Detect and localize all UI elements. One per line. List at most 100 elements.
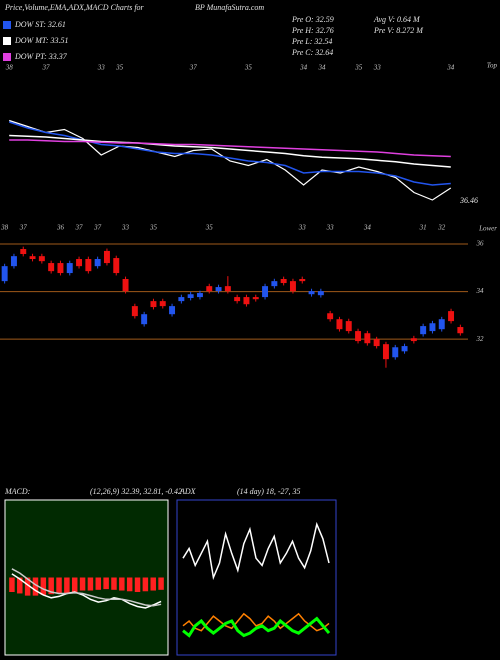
candle-body <box>410 338 417 342</box>
bar <box>64 577 70 594</box>
line <box>9 139 451 158</box>
bar <box>150 577 156 591</box>
bar <box>95 577 102 590</box>
candle-body <box>392 347 399 358</box>
stat: Pre L: 32.54 <box>291 37 332 46</box>
candle-body <box>76 259 83 267</box>
candle-body <box>457 327 464 334</box>
bar <box>71 577 78 592</box>
x-tick-label: 35 <box>149 224 158 232</box>
legend-swatch <box>3 53 11 61</box>
line <box>182 612 330 632</box>
candle-body <box>429 323 436 332</box>
bar <box>134 577 141 592</box>
bar <box>17 577 23 594</box>
corner-label: Lower <box>478 225 497 233</box>
candle-body <box>187 294 194 299</box>
annotation: 36.46 <box>459 196 478 205</box>
candle-body <box>355 331 362 342</box>
macd-title: (12,26,9) 32.39, 32.81, -0.42 <box>90 487 182 496</box>
x-tick-label: 33 <box>121 224 130 232</box>
chart-title: Price,Volume,EMA,ADX,MACD Charts for <box>4 3 145 12</box>
bar <box>32 577 39 596</box>
legend-label: DOW MT: 33.51 <box>14 36 69 45</box>
candle-body <box>85 259 92 272</box>
bar <box>79 577 86 591</box>
line <box>8 121 451 186</box>
candle-body <box>103 250 110 264</box>
candle-body <box>308 291 315 295</box>
bar <box>158 577 164 590</box>
legend-label: DOW PT: 33.37 <box>14 52 68 61</box>
candle-body <box>364 333 371 344</box>
x-tick-label: 37 <box>189 64 198 72</box>
bar <box>48 577 54 595</box>
bar <box>87 577 94 591</box>
candle-body <box>94 259 101 267</box>
candle-body <box>38 256 45 262</box>
candle-body <box>345 321 352 332</box>
bar <box>111 577 117 590</box>
candle-body <box>122 278 129 292</box>
candle-body <box>420 326 427 335</box>
x-tick-label: 37 <box>75 224 84 232</box>
macd-label: MACD: <box>4 487 31 496</box>
candle-body <box>373 339 380 347</box>
x-tick-label: 36 <box>56 224 65 232</box>
bar <box>40 577 47 595</box>
y-tick-label: 36 <box>476 240 485 248</box>
candle-body <box>10 256 17 267</box>
candle-body <box>336 319 343 330</box>
x-tick-label: 33 <box>373 64 382 72</box>
x-tick-label: 35 <box>244 64 253 72</box>
x-tick-label: 34 <box>318 64 327 72</box>
candle-body <box>141 314 148 325</box>
x-tick-label: 37 <box>93 224 102 232</box>
candle-body <box>262 286 269 298</box>
stat: Pre C: 32.64 <box>291 48 333 57</box>
y-tick-label: 34 <box>476 287 485 295</box>
bar <box>126 577 133 592</box>
x-tick-label: 34 <box>299 64 308 72</box>
adx-label: ADX <box>179 487 197 496</box>
candle-body <box>234 297 241 302</box>
legend-swatch <box>3 37 11 45</box>
stat: Pre H: 32.76 <box>291 26 334 35</box>
x-tick-label: 34 <box>446 64 455 72</box>
bar <box>9 577 15 592</box>
candle-body <box>1 266 8 282</box>
candle-body <box>252 297 259 300</box>
bar <box>24 577 31 596</box>
line <box>11 568 162 607</box>
candle-body <box>131 306 138 317</box>
candle-body <box>224 286 231 292</box>
x-tick-label: 37 <box>19 224 28 232</box>
candle-body <box>327 313 334 320</box>
bar <box>103 577 109 590</box>
x-tick-label: 38 <box>0 224 9 232</box>
candle-body <box>48 263 55 272</box>
candle-body <box>29 256 36 260</box>
x-tick-label: 33 <box>97 64 106 72</box>
candle-body <box>150 301 157 308</box>
site-name: BP MunafaSutra.com <box>195 3 264 12</box>
candle-body <box>438 319 445 330</box>
bar <box>119 577 125 591</box>
candle-body <box>113 258 120 274</box>
line <box>182 616 331 638</box>
bar <box>56 577 62 594</box>
corner-label: Top <box>487 62 498 70</box>
x-tick-label: 31 <box>419 224 427 232</box>
candle-body <box>289 281 296 292</box>
candle-body <box>57 263 64 274</box>
candle-body <box>401 346 408 352</box>
candle-body <box>448 311 455 322</box>
x-tick-label: 35 <box>205 224 214 232</box>
adx-title: (14 day) 18, -27, 35 <box>237 487 301 496</box>
candle-body <box>215 287 222 292</box>
candle-body <box>280 278 287 284</box>
x-tick-label: 33 <box>326 224 335 232</box>
candle-body <box>169 306 176 315</box>
